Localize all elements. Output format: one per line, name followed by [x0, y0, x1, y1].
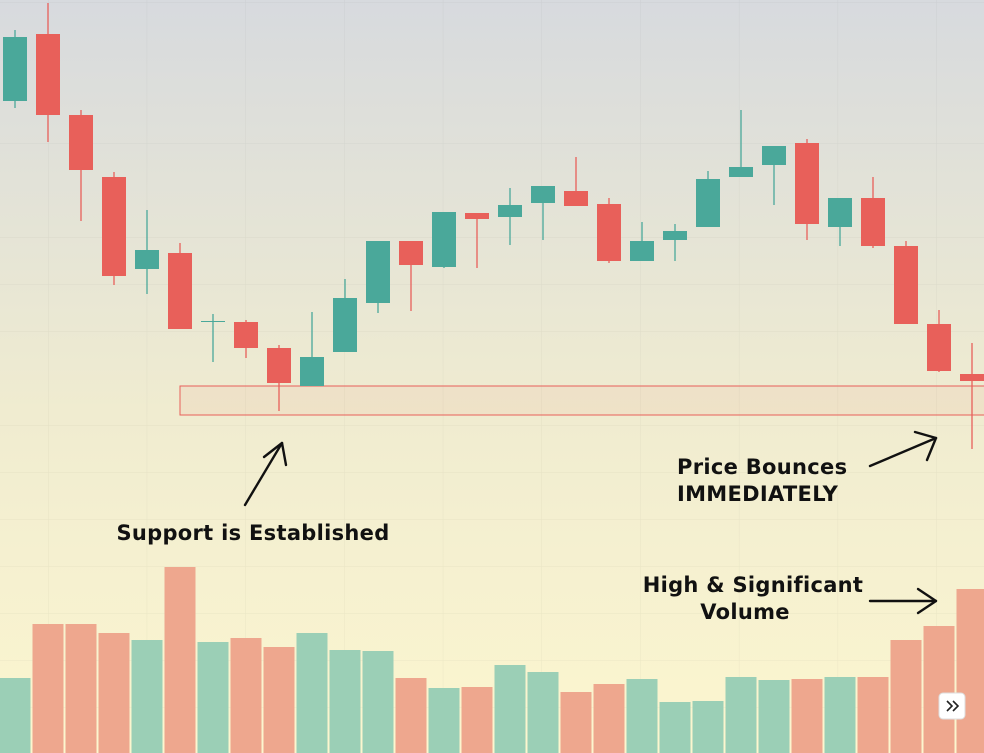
annotation: Volume: [700, 600, 790, 624]
support-zone: [179, 385, 984, 416]
volume-bar: [725, 677, 757, 753]
volume-bar: [131, 640, 163, 753]
volume-bar: [263, 647, 295, 753]
volume-bar: [362, 651, 394, 753]
volume-bar: [494, 665, 526, 753]
volume-bar: [659, 702, 691, 753]
volume-bar: [230, 638, 262, 753]
arrow: [243, 441, 288, 507]
volume-bar: [758, 680, 790, 753]
volume-bar: [923, 626, 955, 753]
candle-body: [861, 198, 885, 246]
candle-body: [333, 298, 357, 352]
candle-body: [3, 37, 27, 101]
arrow: [868, 430, 938, 468]
candle-body: [564, 191, 588, 206]
volume-bar: [560, 692, 592, 753]
candle-body: [432, 212, 456, 267]
candle-body: [531, 186, 555, 203]
volume-bar: [527, 672, 559, 753]
candle-body: [795, 143, 819, 224]
volume-bar: [890, 640, 922, 753]
volume-bar: [956, 589, 984, 753]
annotation: Price Bounces: [677, 455, 847, 479]
candle-body: [894, 246, 918, 324]
annotation: High & Significant: [643, 573, 864, 597]
volume-bar: [164, 567, 196, 753]
zone-layer: [179, 385, 984, 416]
candle-body: [927, 324, 951, 371]
volume-bar: [0, 678, 31, 753]
annotation: IMMEDIATELY: [677, 482, 839, 506]
annotation: Support is Established: [116, 521, 389, 545]
candle-body: [630, 241, 654, 261]
scroll-button[interactable]: [938, 692, 966, 720]
candle-body: [828, 198, 852, 227]
candle-body: [597, 204, 621, 261]
candle-body: [201, 321, 225, 322]
candle-body: [729, 167, 753, 177]
candle-layer: [3, 3, 984, 449]
candle-body: [498, 205, 522, 217]
volume-bar: [824, 677, 856, 753]
volume-layer: [0, 567, 984, 753]
candle-body: [960, 374, 984, 381]
candle-body: [234, 322, 258, 348]
volume-bar: [428, 688, 460, 753]
volume-bar: [791, 679, 823, 753]
candle-body: [36, 34, 60, 115]
candle-body: [102, 177, 126, 276]
volume-bar: [32, 624, 64, 753]
volume-bar: [692, 701, 724, 753]
arrow: [868, 587, 938, 615]
volume-bar: [593, 684, 625, 753]
candle-body: [366, 241, 390, 303]
volume-bar: [395, 678, 427, 753]
volume-bar: [65, 624, 97, 753]
candle-body: [300, 357, 324, 386]
volume-bar: [197, 642, 229, 753]
candle-body: [135, 250, 159, 269]
volume-bar: [98, 633, 130, 753]
volume-bar: [857, 677, 889, 753]
volume-bar: [329, 650, 361, 753]
volume-bar: [626, 679, 658, 753]
candle-body: [696, 179, 720, 227]
candle-body: [267, 348, 291, 383]
candle-body: [762, 146, 786, 165]
volume-bar: [296, 633, 328, 753]
volume-bar: [461, 687, 493, 753]
candle-body: [663, 231, 687, 240]
candle-body: [69, 115, 93, 170]
candle-body: [399, 241, 423, 265]
candle-body: [168, 253, 192, 329]
candle-body: [465, 213, 489, 219]
